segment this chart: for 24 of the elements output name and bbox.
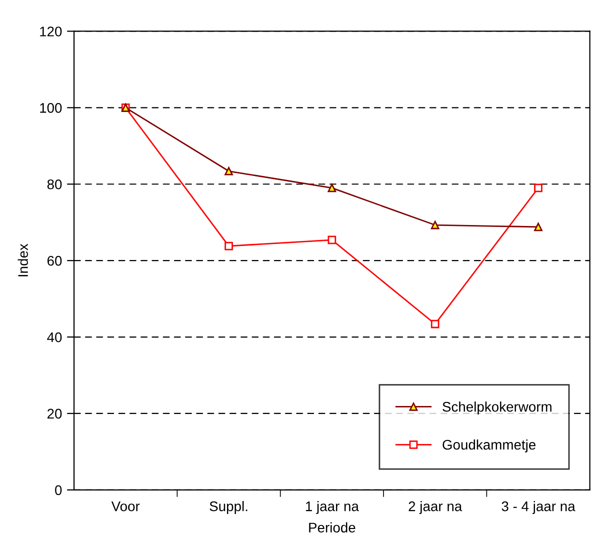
- y-tick-label: 40: [47, 332, 62, 342]
- x-tick-label: 3 - 4 jaar na: [502, 501, 576, 514]
- y-tick-label: 20: [47, 408, 62, 419]
- point: [534, 184, 542, 192]
- y-tick-label: 0: [55, 485, 62, 496]
- y-tick-label: 60: [47, 256, 62, 266]
- point: [328, 184, 336, 192]
- point: [328, 236, 336, 244]
- x-tick-label: Voor: [111, 502, 140, 512]
- x-tick-label: 2 jaar na: [408, 501, 462, 514]
- y-tick-label: 80: [47, 179, 62, 190]
- y-tick-label: 100: [40, 103, 62, 113]
- y-axis-title: Index: [18, 244, 28, 276]
- point: [430, 220, 440, 230]
- point: [430, 320, 440, 328]
- x-tick-label: 1 jaar na: [306, 501, 359, 514]
- point: [534, 222, 542, 232]
- legend-label: Schelpkokerworm: [442, 402, 552, 414]
- point: [224, 242, 233, 250]
- x-tick-label: Suppl.: [210, 501, 248, 514]
- y-tick-label: 120: [40, 26, 62, 36]
- point: [224, 166, 233, 176]
- legend-label: Goudkammetje: [442, 439, 536, 452]
- x-axis-title: Periode: [309, 522, 356, 533]
